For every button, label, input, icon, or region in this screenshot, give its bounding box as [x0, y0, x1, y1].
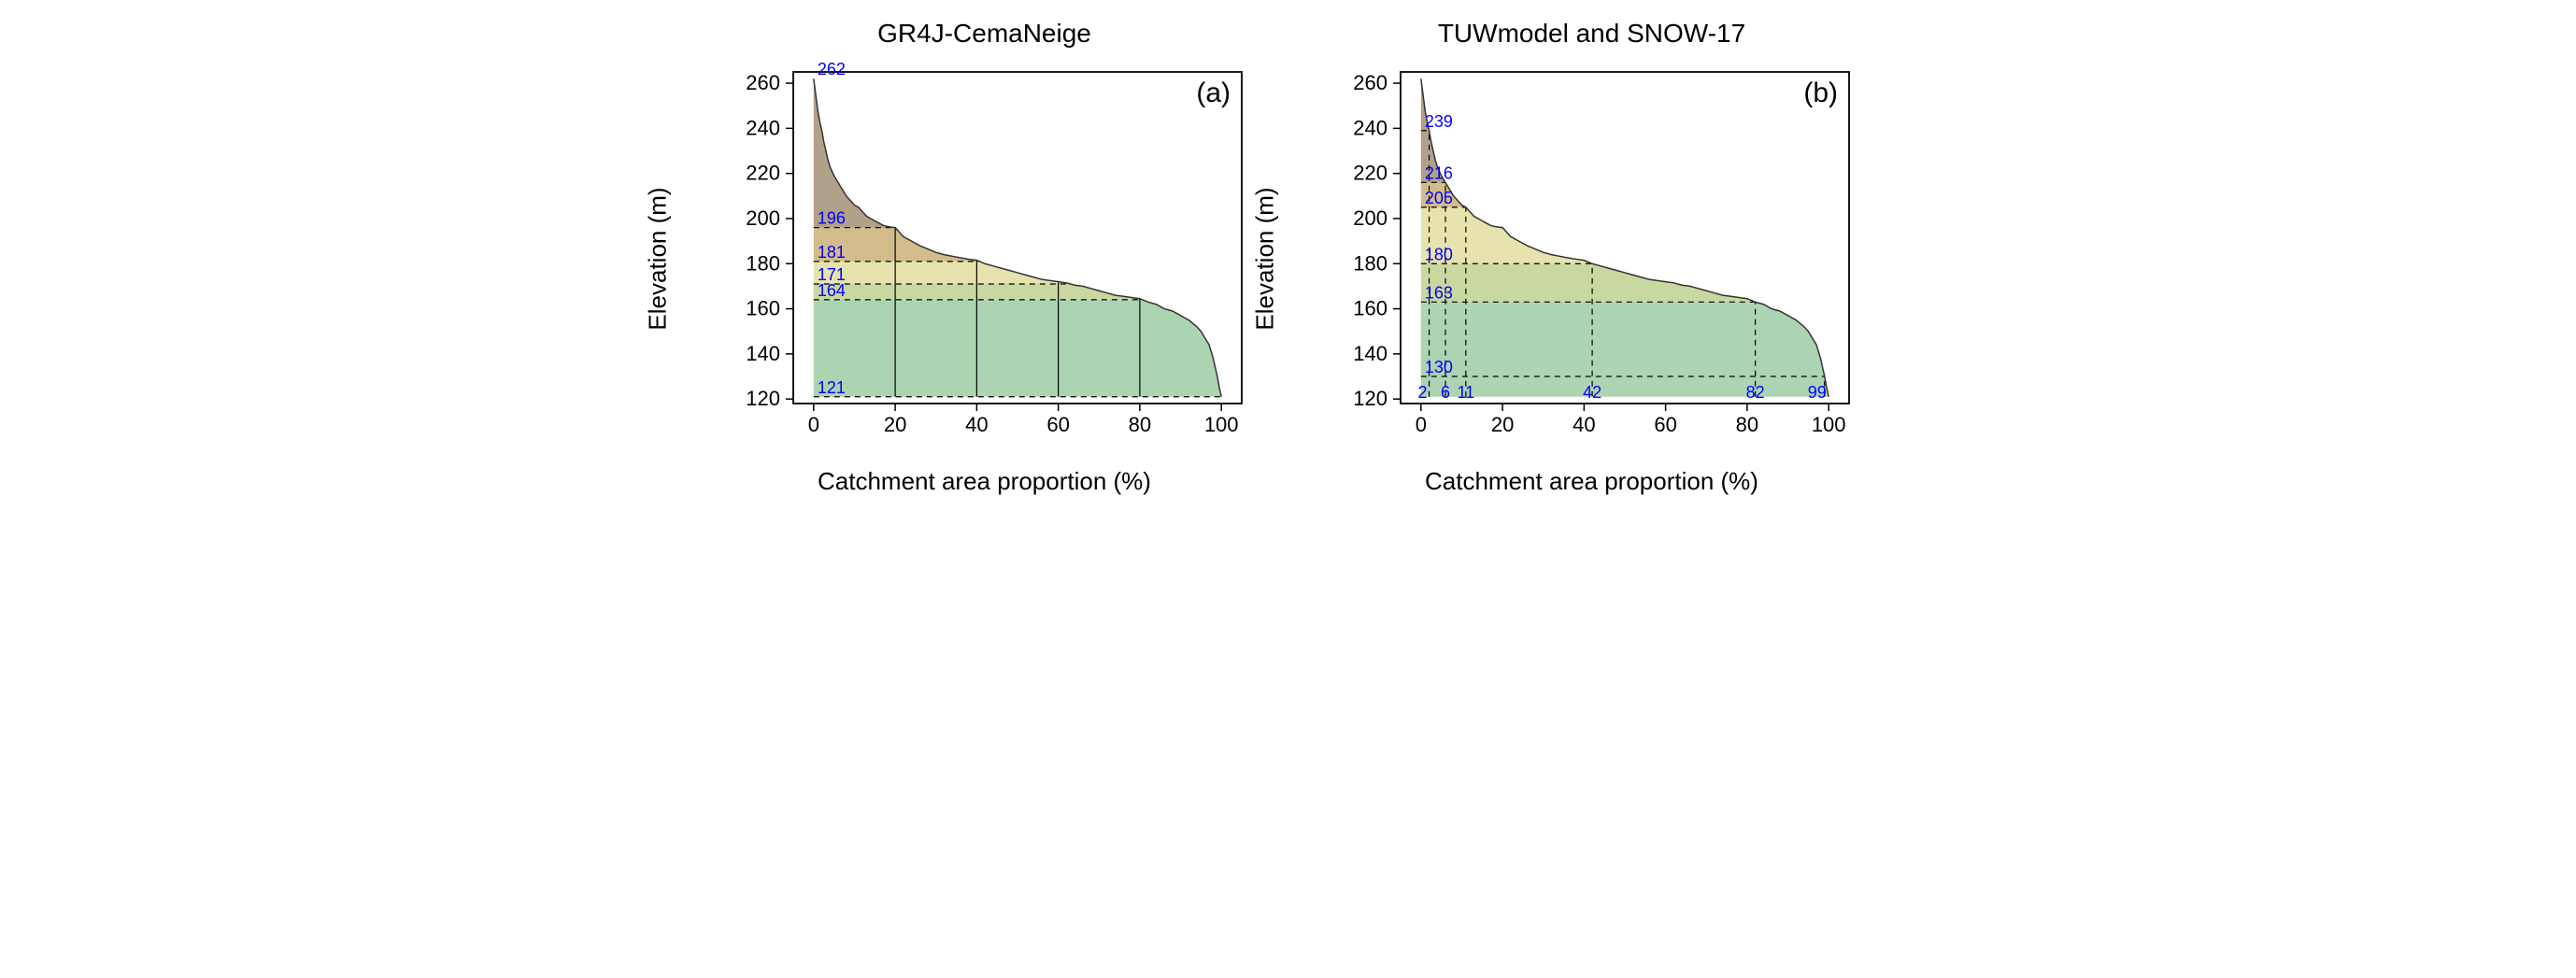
elevation-annotation: 239	[1424, 112, 1452, 131]
x-tick-label: 20	[883, 413, 905, 436]
area-annotation: 2	[1417, 383, 1427, 402]
elevation-band	[813, 284, 1142, 300]
chart-area: Elevation (m)020406080100120140160180200…	[709, 58, 1260, 460]
x-tick-label: 60	[1046, 413, 1069, 436]
x-tick-label: 100	[1811, 413, 1845, 436]
x-tick-label: 20	[1490, 413, 1513, 436]
y-tick-label: 200	[1353, 206, 1388, 230]
elevation-annotation: 216	[1424, 163, 1452, 182]
area-annotation: 82	[1745, 383, 1764, 402]
x-tick-label: 60	[1654, 413, 1676, 436]
area-annotation: 42	[1583, 383, 1601, 402]
y-tick-label: 180	[746, 251, 780, 275]
elevation-annotation: 164	[817, 281, 845, 300]
elevation-annotation: 121	[817, 378, 845, 397]
elevation-annotation: 130	[1424, 358, 1452, 376]
y-tick-label: 160	[1353, 297, 1388, 320]
y-tick-label: 200	[746, 206, 780, 230]
x-tick-label: 100	[1203, 413, 1238, 436]
elevation-annotation: 196	[817, 209, 845, 228]
elevation-band	[1420, 376, 1828, 397]
elevation-annotation: 181	[817, 243, 845, 262]
y-tick-label: 220	[1353, 162, 1388, 185]
elevation-annotation: 163	[1424, 283, 1452, 302]
y-tick-label: 140	[746, 342, 780, 365]
x-tick-label: 80	[1735, 413, 1758, 436]
y-tick-label: 260	[1353, 71, 1388, 94]
x-tick-label: 0	[807, 413, 818, 436]
area-annotation: 6	[1440, 383, 1449, 402]
y-tick-label: 120	[1353, 387, 1388, 410]
chart-panel: TUWmodel and SNOW-17Elevation (m)0204060…	[1316, 19, 1868, 496]
y-tick-label: 180	[1353, 251, 1388, 275]
y-tick-label: 240	[746, 116, 780, 139]
elevation-annotation: 205	[1424, 189, 1452, 207]
elevation-band	[813, 300, 1220, 397]
panel-label: (b)	[1803, 78, 1838, 108]
panel-title: TUWmodel and SNOW-17	[1438, 19, 1745, 49]
y-tick-label: 140	[1353, 342, 1388, 365]
elevation-band	[1420, 302, 1824, 376]
elevation-band	[813, 262, 1070, 284]
x-tick-label: 0	[1415, 413, 1426, 436]
area-annotation: 11	[1457, 383, 1474, 402]
y-tick-label: 220	[746, 162, 780, 185]
chart-panel: GR4J-CemaNeigeElevation (m)0204060801001…	[709, 19, 1260, 496]
elevation-band	[1420, 263, 1755, 302]
chart-svg: 0 20 40 60 80 100 120 140 160 180 200 220 240 260 262 1…	[709, 58, 1260, 460]
x-tick-label: 40	[1573, 413, 1595, 436]
panel-title: GR4J-CemaNeige	[877, 19, 1091, 49]
elevation-annotation: 262	[817, 60, 845, 78]
x-tick-label: 40	[965, 413, 988, 436]
chart-svg: 0 20 40 60 80 100 120 140 160 180 200 220 240 260 239 2…	[1316, 58, 1868, 460]
y-tick-label: 240	[1353, 116, 1388, 139]
x-tick-label: 80	[1128, 413, 1150, 436]
x-axis-label: Catchment area proportion (%)	[818, 467, 1151, 496]
elevation-annotation: 180	[1424, 245, 1452, 263]
y-axis-label: Elevation (m)	[1250, 187, 1279, 330]
y-axis-label: Elevation (m)	[643, 187, 672, 330]
y-tick-label: 120	[746, 387, 780, 410]
area-annotation: 99	[1807, 383, 1826, 402]
chart-area: Elevation (m)020406080100120140160180200…	[1316, 58, 1868, 460]
y-tick-label: 260	[746, 71, 780, 94]
y-tick-label: 160	[746, 297, 780, 320]
x-axis-label: Catchment area proportion (%)	[1425, 467, 1758, 496]
panel-label: (a)	[1196, 78, 1231, 108]
